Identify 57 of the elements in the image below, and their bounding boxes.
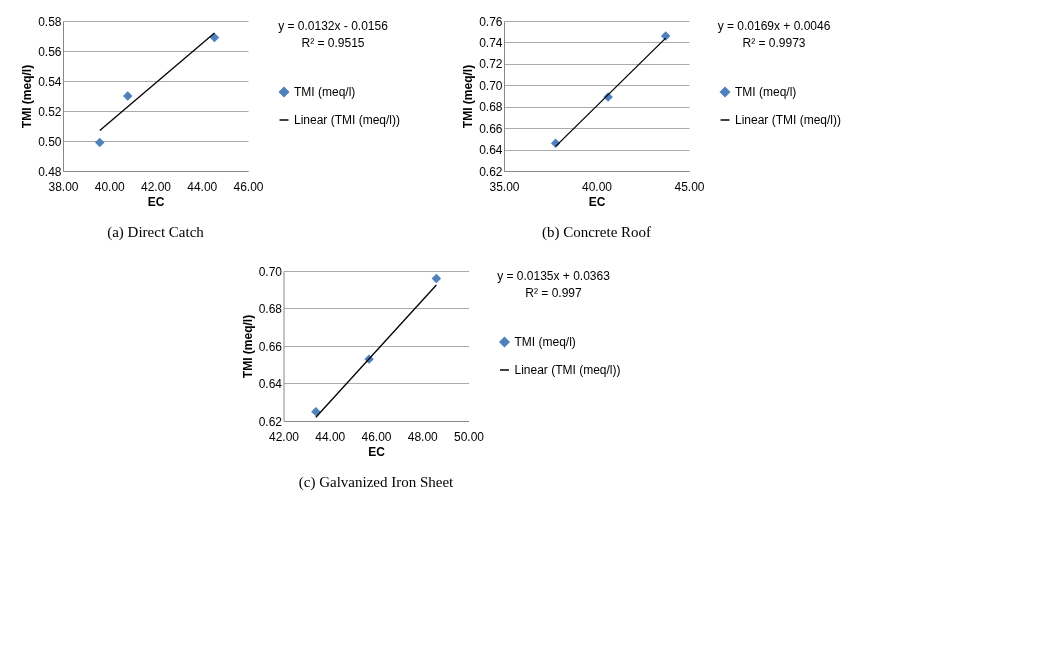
y-tick-label: 0.74 bbox=[479, 35, 503, 50]
legend-label: Linear (TMI (meq/l)) bbox=[294, 113, 401, 127]
text: (c) Galvanized Iron Sheet bbox=[298, 474, 455, 491]
legend-label: Linear (TMI (meq/l)) bbox=[735, 113, 842, 127]
y-tick-label: 0.62 bbox=[479, 164, 503, 179]
y-tick-label: 0.70 bbox=[479, 78, 503, 93]
legend-label: TMI (meq/l) bbox=[514, 335, 576, 349]
y-tick-label: 0.76 bbox=[479, 14, 503, 29]
text: R² = 0.9515 bbox=[301, 36, 365, 50]
x-tick-label: 45.00 bbox=[674, 179, 705, 194]
y-axis-title: TMI (meq/l) bbox=[461, 64, 476, 129]
y-tick-label: 0.64 bbox=[479, 143, 503, 158]
point bbox=[431, 273, 442, 284]
legend-label: Linear (TMI (meq/l)) bbox=[514, 363, 621, 377]
text: y = 0.0135x + 0.0363 bbox=[497, 269, 611, 283]
y-tick-label: 0.62 bbox=[258, 414, 283, 429]
y-tick-label: 0.72 bbox=[479, 57, 503, 72]
x-axis-title: EC bbox=[368, 444, 386, 459]
y-axis-title: TMI (meq/l) bbox=[240, 314, 255, 379]
y-tick-label: 0.58 bbox=[38, 14, 62, 29]
x-tick-label: 38.00 bbox=[48, 179, 79, 194]
y-tick-label: 0.66 bbox=[479, 121, 503, 136]
y-tick-label: 0.64 bbox=[258, 377, 283, 391]
y-tick-label: 0.56 bbox=[38, 44, 62, 59]
y-tick-label: 0.68 bbox=[479, 100, 503, 115]
y-axis-title: TMI (meq/l) bbox=[20, 64, 35, 129]
text: (a) Direct Catch bbox=[107, 224, 205, 241]
x-tick-label: 35.00 bbox=[489, 179, 520, 194]
y-tick-label: 0.66 bbox=[258, 339, 283, 354]
x-tick-label: 48.00 bbox=[407, 429, 439, 444]
x-tick-label: 40.00 bbox=[581, 179, 613, 194]
x-tick-label: 46.00 bbox=[361, 429, 392, 444]
y-tick-label: 0.48 bbox=[38, 164, 62, 179]
y-tick-label: 0.68 bbox=[258, 302, 283, 316]
y-tick-label: 0.52 bbox=[38, 104, 62, 119]
text: (b) Concrete Roof bbox=[541, 224, 652, 241]
x-tick-label: 40.00 bbox=[94, 179, 126, 194]
x-tick-label: 44.00 bbox=[187, 179, 218, 194]
y-tick-label: 0.50 bbox=[38, 134, 62, 149]
text: R² = 0.997 bbox=[525, 286, 583, 300]
point bbox=[550, 138, 561, 148]
legend-label: TMI (meq/l) bbox=[294, 85, 356, 99]
x-tick-label: 44.00 bbox=[315, 429, 346, 444]
text: y = 0.0169x + 0.0046 bbox=[717, 19, 831, 33]
x-tick-label: 50.00 bbox=[453, 429, 485, 444]
x-tick-label: 42.00 bbox=[268, 429, 300, 444]
x-axis-title: EC bbox=[588, 194, 606, 209]
text: R² = 0.9973 bbox=[742, 36, 806, 50]
x-tick-label: 46.00 bbox=[233, 179, 264, 194]
y-tick-label: 0.54 bbox=[38, 74, 62, 89]
point bbox=[660, 31, 671, 41]
y-tick-label: 0.70 bbox=[258, 264, 283, 279]
legend-label: TMI (meq/l) bbox=[735, 85, 797, 99]
x-axis-title: EC bbox=[147, 194, 165, 209]
point bbox=[95, 137, 105, 148]
text: y = 0.0132x - 0.0156 bbox=[278, 19, 389, 33]
x-tick-label: 42.00 bbox=[140, 179, 172, 194]
